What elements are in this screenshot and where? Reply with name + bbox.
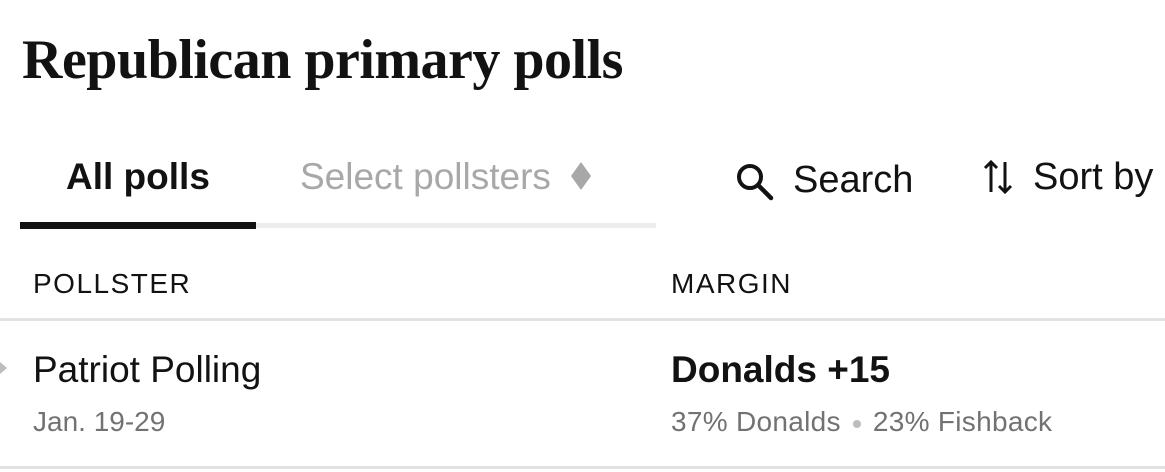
tab-label: Select pollsters bbox=[300, 156, 551, 197]
search-button[interactable]: Search bbox=[793, 159, 914, 201]
candidate-share: 23% Fishback bbox=[872, 406, 1053, 437]
tab-indicator bbox=[20, 222, 256, 229]
column-header: POLLSTER bbox=[33, 268, 192, 299]
page-title: Republican primary polls bbox=[22, 29, 623, 91]
tab[interactable]: All polls bbox=[66, 156, 210, 197]
candidate-share: 37% Donalds bbox=[671, 406, 841, 437]
poll-margin: Donalds +15 bbox=[671, 349, 891, 390]
divider bbox=[0, 466, 1165, 469]
divider bbox=[0, 318, 1165, 321]
pollster-name[interactable]: Patriot Polling bbox=[33, 349, 262, 390]
poll-dates: Jan. 19-29 bbox=[33, 406, 166, 437]
sort-icon bbox=[983, 159, 1013, 195]
column-header: MARGIN bbox=[671, 268, 792, 299]
sort-button[interactable]: Sort by bbox=[1033, 156, 1154, 198]
tab-track bbox=[256, 223, 656, 228]
tab[interactable]: Select pollsters bbox=[300, 153, 593, 201]
poll-details: 37% Donalds 23% Fishback bbox=[671, 404, 1052, 440]
search-icon bbox=[737, 164, 774, 201]
row-arrow bbox=[0, 362, 7, 374]
dropdown-icon bbox=[571, 162, 592, 190]
separator-dot bbox=[852, 419, 861, 428]
